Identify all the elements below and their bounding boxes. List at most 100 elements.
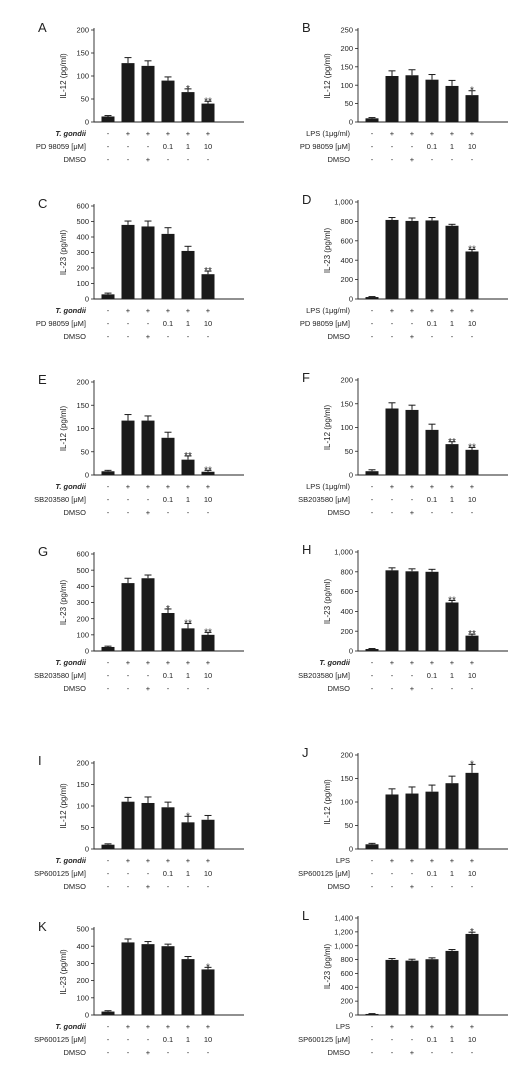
bar	[181, 92, 195, 122]
treatment-row-label: DMSO	[64, 508, 87, 517]
bar	[121, 942, 135, 1015]
bar	[141, 420, 155, 475]
treatment-mark: +	[206, 306, 211, 315]
bar	[425, 791, 439, 849]
y-tick-label: 600	[76, 550, 89, 559]
y-tick-label: 0	[85, 647, 89, 656]
treatment-mark: 1	[186, 495, 190, 504]
panel-g: GIL-23 (pg/ml)0100200300400500600*****T.…	[34, 544, 244, 693]
treatment-mark: +	[410, 129, 415, 138]
bar	[161, 437, 175, 475]
treatment-row-label: PD 98059 [μM]	[300, 142, 350, 151]
significance-marker: **	[448, 596, 456, 607]
y-tick-label: 400	[76, 942, 89, 951]
treatment-row-label: DMSO	[328, 882, 351, 891]
treatment-mark: +	[410, 332, 415, 341]
treatment-mark: +	[206, 658, 211, 667]
treatment-mark: +	[126, 856, 131, 865]
treatment-mark: +	[450, 129, 455, 138]
treatment-mark: +	[146, 306, 151, 315]
treatment-mark: -	[371, 142, 374, 151]
y-tick-label: 600	[340, 969, 353, 978]
y-tick-label: 50	[345, 447, 353, 456]
treatment-mark: -	[127, 495, 130, 504]
treatment-mark: 10	[468, 1035, 476, 1044]
treatment-mark: -	[107, 129, 110, 138]
panel-k: K IL-23 (pg/ml) 0 100 200 300 400 500 * T. gondii…	[34, 919, 244, 1057]
y-tick-label: 50	[345, 99, 353, 108]
treatment-row-label: T. gondii	[55, 306, 87, 315]
treatment-mark: -	[371, 306, 374, 315]
y-axis-label: IL-12 (pg/ml)	[323, 53, 332, 99]
y-tick-label: 1,400	[334, 914, 353, 923]
treatment-mark: -	[207, 508, 210, 517]
treatment-mark: -	[187, 155, 190, 164]
y-tick-label: 200	[76, 976, 89, 985]
treatment-mark: -	[411, 869, 414, 878]
panel-j: J IL-12 (pg/ml) 0 50 100 150 200 * LPS - + + + + + SP60…	[298, 745, 508, 891]
treatment-mark: -	[411, 142, 414, 151]
bar	[141, 578, 155, 651]
bar	[365, 649, 379, 651]
bar	[161, 80, 175, 122]
y-tick-label: 100	[76, 424, 89, 433]
treatment-mark: -	[107, 332, 110, 341]
y-tick-label: 200	[76, 614, 89, 623]
y-axis-label: IL-23 (pg/ml)	[323, 943, 332, 989]
bar	[465, 635, 479, 651]
panel-letter: G	[38, 544, 48, 559]
y-tick-label: 200	[340, 997, 353, 1006]
bar	[101, 294, 115, 299]
bar	[465, 95, 479, 122]
treatment-mark: -	[147, 495, 150, 504]
bar	[425, 79, 439, 122]
treatment-mark: -	[391, 869, 394, 878]
bar	[425, 220, 439, 299]
bar	[385, 570, 399, 651]
treatment-mark: +	[186, 129, 191, 138]
treatment-mark: -	[431, 155, 434, 164]
bar	[385, 959, 399, 1015]
treatment-mark: 0.1	[163, 142, 173, 151]
treatment-row-label: DMSO	[64, 882, 87, 891]
treatment-mark: -	[107, 495, 110, 504]
treatment-mark: -	[371, 856, 374, 865]
treatment-mark: -	[107, 306, 110, 315]
treatment-mark: -	[371, 508, 374, 517]
treatment-mark: +	[450, 658, 455, 667]
treatment-mark: +	[146, 482, 151, 491]
treatment-row-label: DMSO	[328, 684, 351, 693]
treatment-mark: -	[107, 319, 110, 328]
significance-marker: *	[206, 962, 210, 973]
treatment-mark: -	[371, 495, 374, 504]
panel-e: E IL-12 (pg/ml) 0 50 100 150 200 ** ** T. gondii -…	[34, 372, 244, 517]
y-tick-label: 300	[76, 598, 89, 607]
bar	[161, 807, 175, 849]
treatment-mark: -	[411, 1035, 414, 1044]
y-tick-label: 50	[345, 821, 353, 830]
y-tick-label: 0	[85, 295, 89, 304]
bar	[465, 933, 479, 1015]
treatment-mark: 0.1	[163, 671, 173, 680]
treatment-mark: +	[450, 856, 455, 865]
treatment-mark: 1	[450, 869, 454, 878]
treatment-mark: 10	[468, 319, 476, 328]
significance-marker: **	[204, 627, 212, 638]
treatment-row-label: T. gondii	[55, 856, 87, 865]
treatment-mark: -	[167, 155, 170, 164]
treatment-mark: +	[390, 129, 395, 138]
treatment-mark: 1	[450, 1035, 454, 1044]
treatment-mark: -	[127, 882, 130, 891]
treatment-mark: -	[391, 495, 394, 504]
treatment-mark: -	[207, 155, 210, 164]
bar	[201, 471, 215, 475]
y-tick-label: 1,000	[334, 198, 353, 207]
y-tick-label: 200	[340, 627, 353, 636]
bar	[181, 459, 195, 475]
bar	[385, 219, 399, 299]
treatment-mark: 0.1	[427, 1035, 437, 1044]
treatment-row-label: PD 98059 [μM]	[300, 319, 350, 328]
y-axis-label: IL-23 (pg/ml)	[323, 227, 332, 273]
treatment-mark: +	[410, 482, 415, 491]
y-tick-label: 150	[76, 780, 89, 789]
